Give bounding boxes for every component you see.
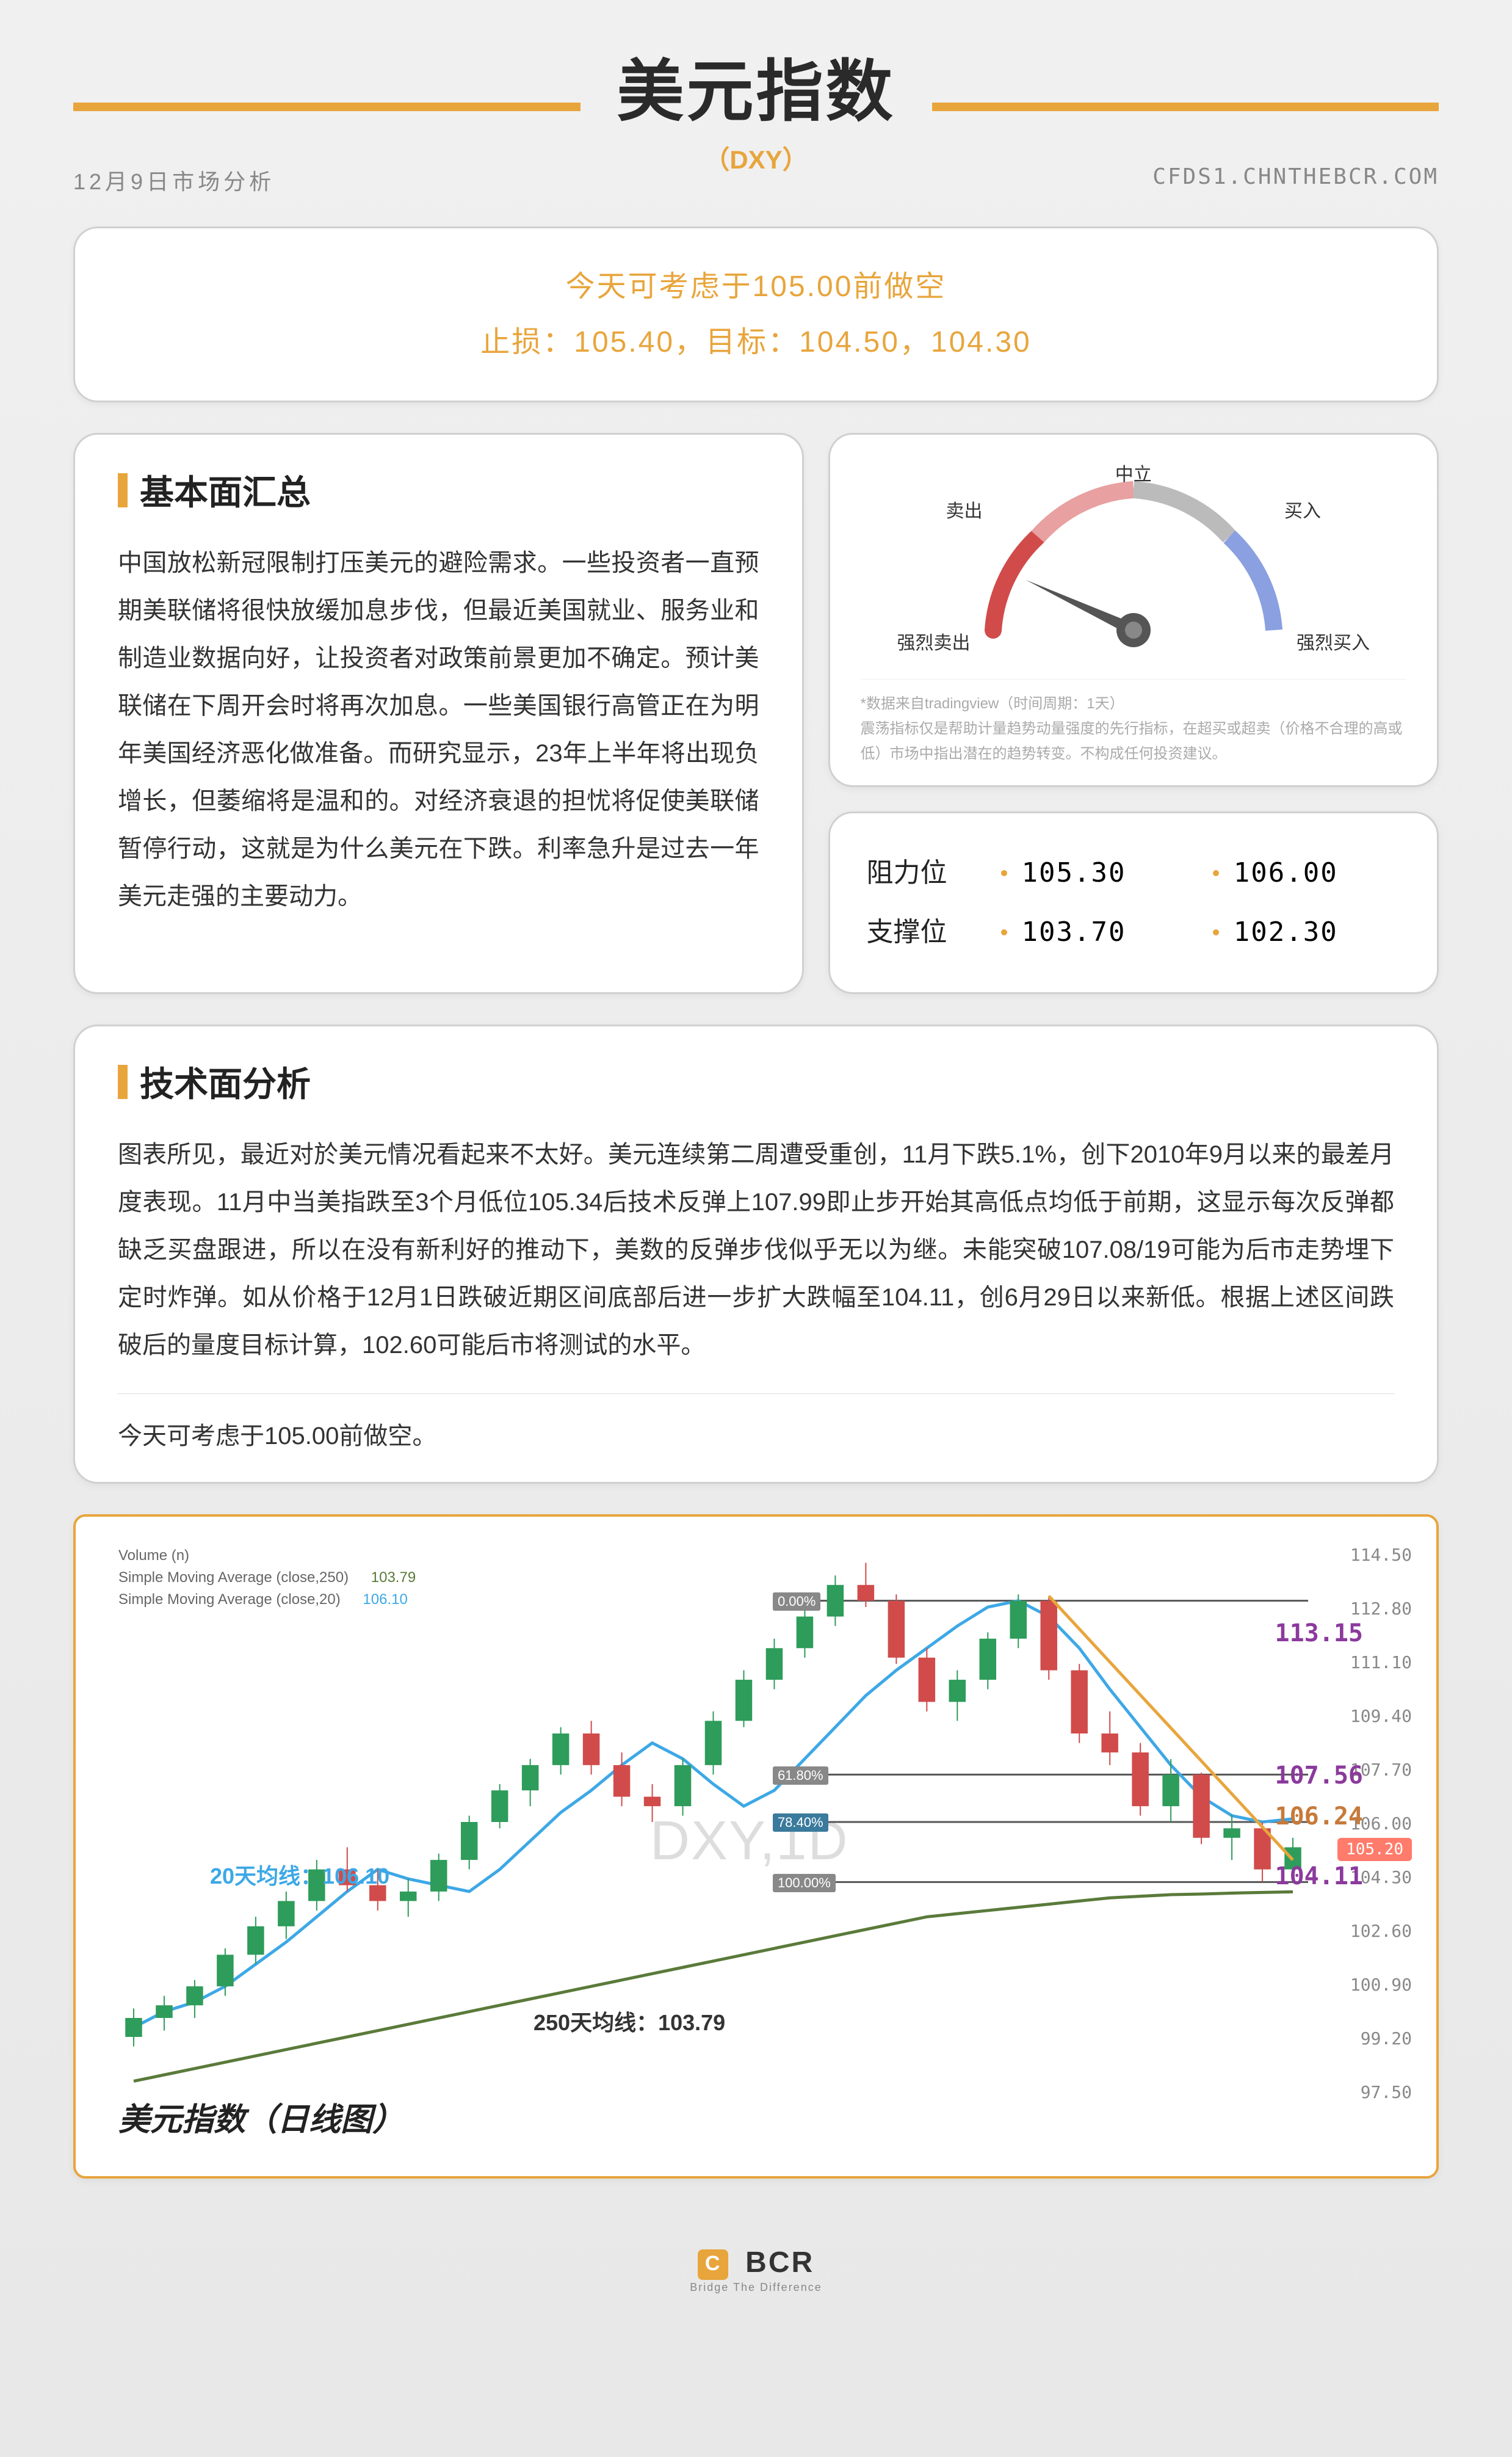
gauge-note-desc: 震荡指标仅是帮助计量趋势动量强度的先行指标，在超买或超卖（价格不合理的高或低）市…: [861, 717, 1406, 767]
bcr-logo-icon: [698, 2249, 728, 2280]
gauge-strong-buy: 强烈买入: [1297, 628, 1370, 655]
y-tick: 99.20: [1361, 2028, 1412, 2049]
price-tag: 106.24: [1275, 1802, 1364, 1831]
split-row: 基本面汇总 中国放松新冠限制打压美元的避险需求。一些投资者一直预期美联储将很快放…: [73, 433, 1439, 994]
y-tick: 114.50: [1350, 1545, 1412, 1565]
gauge-note: *数据来自tradingview（时间周期：1天） 震荡指标仅是帮助计量趋势动量…: [861, 679, 1406, 766]
gauge-note-source: *数据来自tradingview（时间周期：1天）: [861, 692, 1406, 717]
page-subtitle: （DXY）: [617, 139, 895, 176]
live-price-badge: 105.20: [1337, 1838, 1412, 1861]
gauge-svg: [920, 459, 1347, 655]
gauge-sell: 卖出: [946, 496, 983, 523]
fib-label: 100.00%: [773, 1874, 836, 1892]
chart-title: 美元指数（日线图）: [118, 2094, 404, 2139]
technical-title: 技术面分析: [118, 1057, 1394, 1106]
support-row: 支撑位 103.70 102.30: [867, 903, 1400, 962]
y-tick: 102.60: [1350, 1921, 1412, 1941]
dot-icon: [1001, 929, 1007, 935]
y-tick: 100.90: [1350, 1975, 1412, 1995]
footer-brand: BCR: [745, 2246, 814, 2279]
dot-icon: [1213, 870, 1219, 876]
ma20-annotation: 20天均线：106.10: [210, 1859, 389, 1890]
price-tag: 107.56: [1275, 1762, 1364, 1790]
price-tag: 113.15: [1275, 1619, 1364, 1647]
gauge-wrap: 强烈卖出 卖出 中立 买入 强烈买入: [861, 459, 1406, 667]
ma250-annotation: 250天均线：103.79: [534, 2005, 725, 2037]
fib-label: 78.40%: [773, 1813, 828, 1832]
fundamentals-card: 基本面汇总 中国放松新冠限制打压美元的避险需求。一些投资者一直预期美联储将很快放…: [73, 433, 804, 994]
gauge-buy: 买入: [1284, 496, 1321, 523]
fib-label: 61.80%: [773, 1766, 828, 1785]
support-label: 支撑位: [867, 903, 977, 962]
r1: 105.30: [1022, 844, 1126, 903]
y-tick: 111.10: [1350, 1652, 1412, 1672]
y-tick: 109.40: [1350, 1706, 1412, 1726]
chart-svg: [94, 1541, 1418, 2152]
technical-summary: 今天可考虑于105.00前做空。: [118, 1393, 1394, 1451]
levels-card: 阻力位 105.30 106.00 支撑位 103.70 102.30: [828, 811, 1439, 995]
s2: 102.30: [1234, 903, 1338, 962]
gauge-strong-sell: 强烈卖出: [897, 628, 971, 655]
resistance-row: 阻力位 105.30 106.00: [867, 844, 1400, 903]
chart-card: Volume (n) Simple Moving Average (close,…: [73, 1514, 1439, 2179]
signal-line2: 止损：105.40，目标：104.50，104.30: [118, 314, 1394, 370]
title-block: 美元指数 （DXY）: [581, 37, 932, 176]
dot-icon: [1213, 929, 1219, 935]
signal-card: 今天可考虑于105.00前做空 止损：105.40，目标：104.50，104.…: [73, 227, 1439, 402]
gauge-neutral: 中立: [1115, 459, 1152, 486]
header: 美元指数 （DXY）: [0, 0, 1512, 189]
footer-tagline: Bridge The Difference: [0, 2281, 1512, 2294]
s1: 103.70: [1022, 903, 1126, 962]
fundamentals-body: 中国放松新冠限制打压美元的避险需求。一些投资者一直预期美联储将很快放缓加息步伐，…: [118, 539, 759, 920]
accent-bar-right: [932, 103, 1439, 111]
dot-icon: [1001, 870, 1007, 876]
accent-bar-left: [73, 103, 581, 111]
technical-card: 技术面分析 图表所见，最近对於美元情况看起来不太好。美元连续第二周遭受重创，11…: [73, 1025, 1439, 1484]
page-title: 美元指数: [617, 37, 895, 134]
fundamentals-title: 基本面汇总: [118, 465, 759, 515]
chart-wrap: Volume (n) Simple Moving Average (close,…: [94, 1541, 1418, 2152]
signal-line1: 今天可考虑于105.00前做空: [118, 259, 1394, 314]
y-tick: 112.80: [1350, 1599, 1412, 1619]
r2: 106.00: [1234, 844, 1338, 903]
resistance-label: 阻力位: [867, 844, 977, 903]
footer: BCR Bridge The Difference: [0, 2209, 1512, 2342]
technical-body: 图表所见，最近对於美元情况看起来不太好。美元连续第二周遭受重创，11月下跌5.1…: [118, 1131, 1394, 1369]
y-tick: 97.50: [1361, 2082, 1412, 2102]
fib-label: 0.00%: [773, 1592, 820, 1611]
gauge-card: 强烈卖出 卖出 中立 买入 强烈买入 *数据来自tradingview（时间周期…: [828, 433, 1439, 786]
price-tag: 104.11: [1275, 1862, 1364, 1890]
